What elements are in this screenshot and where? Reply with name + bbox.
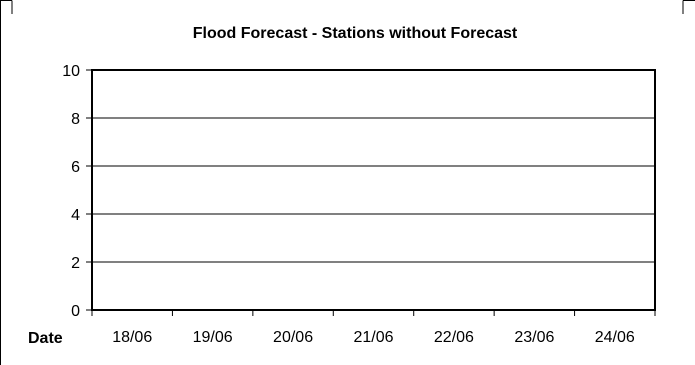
x-tick-label-19-06: 19/06 [193, 329, 233, 346]
chart-title: Flood Forecast - Stations without Foreca… [193, 25, 518, 42]
y-tick-label-6: 6 [71, 159, 80, 176]
gridlines [92, 117, 655, 263]
y-tick-label-2: 2 [71, 255, 80, 272]
y-tick-label-10: 10 [62, 63, 80, 80]
y-tick-label-4: 4 [71, 207, 80, 224]
x-tick-label-22-06: 22/06 [434, 329, 474, 346]
x-axis-label: Date [28, 330, 63, 347]
x-tick-label-21-06: 21/06 [353, 329, 393, 346]
plot-area [91, 69, 656, 311]
x-tick-label-18-06: 18/06 [112, 329, 152, 346]
y-axis-ticks: 0 2 4 6 8 10 [62, 63, 92, 320]
y-tick-label-0: 0 [71, 303, 80, 320]
x-tick-label-24-06: 24/06 [595, 329, 635, 346]
y-tick-label-8: 8 [71, 111, 80, 128]
x-tick-label-20-06: 20/06 [273, 329, 313, 346]
x-tick-label-23-06: 23/06 [514, 329, 554, 346]
x-axis-ticks: 18/06 19/06 20/06 21/06 22/06 23/06 24/06 [91, 310, 656, 346]
